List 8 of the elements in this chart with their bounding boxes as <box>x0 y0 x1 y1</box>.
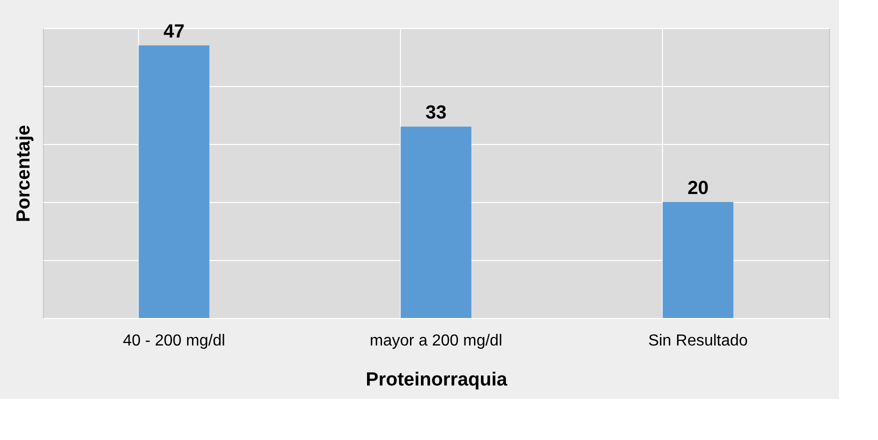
data-label: 47 <box>163 21 185 42</box>
x-tick-label: Sin Resultado <box>648 332 748 350</box>
data-label: 33 <box>425 102 447 124</box>
x-axis-title: Proteinorraquia <box>366 370 508 390</box>
x-tick-label: 40 - 200 mg/dl <box>122 332 226 350</box>
y-axis-title: Porcentaje <box>14 124 34 222</box>
data-label: 20 <box>687 178 709 199</box>
x-tick-label: mayor a 200 mg/dl <box>370 332 502 350</box>
